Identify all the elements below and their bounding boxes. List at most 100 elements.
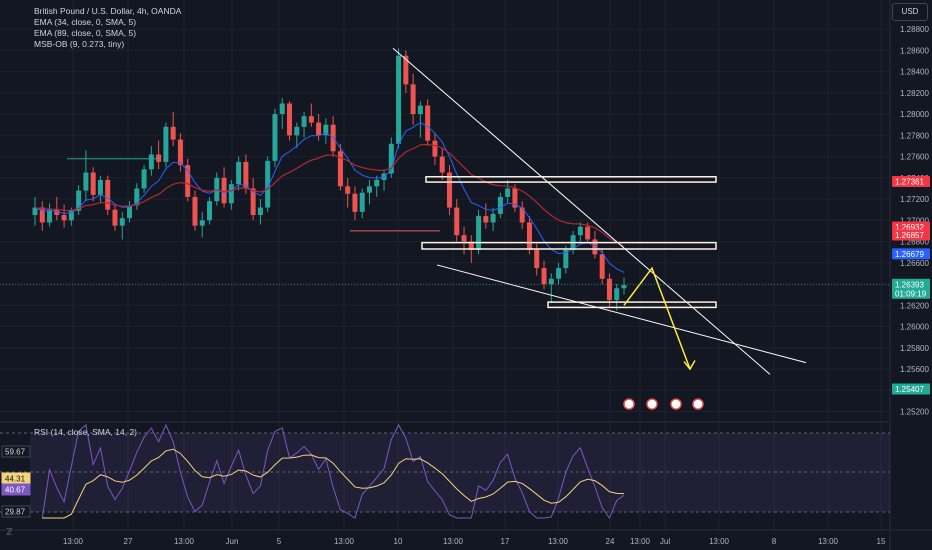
candle-body	[301, 116, 307, 127]
y-tick-label: 1.28800	[900, 25, 929, 34]
candle-body	[359, 192, 365, 212]
candle-body	[534, 250, 540, 269]
candle-body	[519, 207, 525, 223]
y-tick-label: 1.28600	[900, 46, 929, 55]
candle-body	[563, 250, 569, 269]
price-tag-label: 1.25407	[895, 385, 924, 394]
candle-body	[366, 186, 372, 193]
candle-body	[548, 278, 554, 285]
candle-body	[454, 207, 460, 236]
candle-body	[316, 122, 322, 136]
y-tick-label: 1.26200	[900, 301, 929, 310]
candle-body	[577, 226, 583, 236]
rsi-axis-tag	[1, 445, 31, 458]
candle-body	[599, 254, 605, 279]
x-tick-label: 13:00	[174, 537, 195, 546]
candle-body	[177, 139, 183, 166]
candle-body	[417, 105, 423, 115]
event-flag-icon	[623, 398, 635, 410]
x-tick-label: Jul	[660, 537, 670, 546]
upper-trendline	[392, 47, 771, 375]
candle-body	[606, 278, 612, 300]
candle-body	[497, 196, 503, 214]
y-tick-label: 1.26800	[900, 238, 929, 247]
candle-body	[614, 288, 620, 300]
candles-group	[32, 48, 627, 311]
y-tick-label: 1.27000	[900, 216, 929, 225]
candle-body	[119, 218, 125, 226]
candle-body	[468, 241, 474, 251]
price-tag-label: 1.26932	[895, 223, 924, 232]
x-tick-label: 13:00	[334, 537, 355, 546]
candle-body	[279, 103, 285, 115]
y-tick-label: 1.25200	[900, 408, 929, 417]
countdown-label: 01:09:19	[895, 289, 927, 298]
candle-body	[323, 124, 329, 136]
candle-body	[287, 103, 293, 136]
currency-button[interactable]: USD	[892, 3, 928, 21]
candle-body	[410, 84, 416, 115]
candle-body	[446, 172, 452, 208]
candle-body	[90, 172, 96, 195]
candle-body	[490, 213, 496, 223]
candle-body	[585, 226, 591, 240]
zone-box	[421, 241, 717, 250]
x-tick-label: 10	[394, 537, 403, 546]
x-tick-label: 13:00	[709, 537, 730, 546]
lower-trendline	[436, 264, 807, 364]
price-tag	[892, 229, 930, 241]
candle-body	[432, 140, 438, 157]
candle-body	[68, 210, 74, 221]
candle-body	[228, 184, 234, 204]
candle-body	[352, 193, 358, 212]
x-tick-label: 13:00	[818, 537, 839, 546]
chart-legend: British Pound / U.S. Dollar, 4h, OANDA E…	[34, 6, 181, 50]
candle-body	[47, 209, 53, 223]
candle-body	[192, 196, 198, 226]
candle-body	[32, 207, 38, 215]
price-tag	[892, 248, 930, 260]
candle-body	[388, 143, 394, 174]
tradingview-logo-icon[interactable]: ℤ	[6, 528, 13, 538]
candle-body	[134, 188, 140, 206]
candle-body	[621, 285, 627, 289]
candle-body	[592, 239, 598, 255]
rsi-axis-label: 44.31	[5, 475, 26, 484]
price-tag	[892, 383, 930, 395]
candle-body	[83, 172, 89, 191]
candle-body	[541, 268, 547, 285]
projection-path	[623, 266, 691, 370]
candle-body	[127, 205, 133, 219]
rsi-legend: RSI (14, close, SMA, 14, 2)	[34, 427, 137, 437]
y-tick-label: 1.26000	[900, 323, 929, 332]
candle-body	[39, 207, 45, 223]
candle-body	[483, 216, 489, 223]
x-tick-label: Jun	[226, 537, 239, 546]
candle-body	[272, 114, 278, 161]
candle-body	[294, 126, 300, 136]
candle-body	[257, 207, 263, 215]
projection-arrowhead	[683, 360, 696, 371]
x-tick-label: 27	[124, 537, 133, 546]
x-tick-label: 15	[877, 537, 886, 546]
rsi-axis-label: 59.67	[5, 448, 26, 457]
rsi-line	[41, 423, 625, 520]
candle-body	[337, 151, 343, 187]
candle-body	[76, 190, 82, 211]
candle-body	[141, 169, 147, 189]
price-tag-label: 1.26393	[895, 280, 924, 289]
x-tick-label: 13:00	[548, 537, 569, 546]
price-tag	[892, 278, 930, 299]
ema89-legend: EMA (89, close, 0, SMA, 5)	[34, 28, 137, 38]
candle-body	[163, 126, 169, 162]
candle-body	[185, 165, 191, 197]
price-tag-label: 1.26857	[895, 231, 924, 240]
y-tick-label: 1.27600	[900, 153, 929, 162]
event-flag-icon	[692, 398, 704, 410]
x-tick-label: 17	[501, 537, 510, 546]
price-tag-label: 1.26679	[895, 250, 924, 259]
y-tick-label: 1.27200	[900, 195, 929, 204]
candle-body	[61, 215, 67, 221]
candle-body	[148, 154, 154, 170]
